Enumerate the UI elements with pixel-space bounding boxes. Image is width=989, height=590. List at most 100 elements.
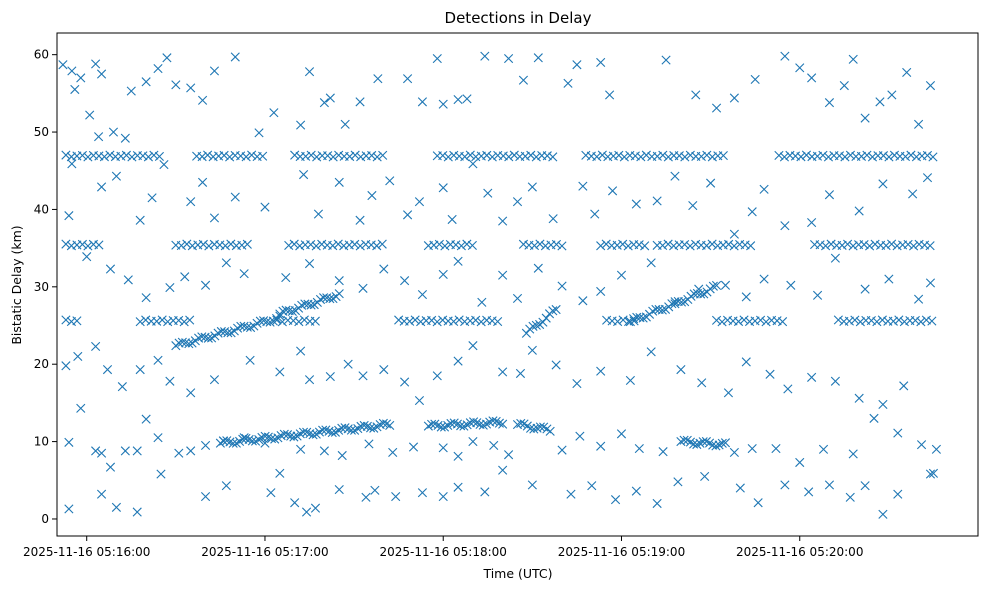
data-point <box>61 150 71 160</box>
data-point <box>777 317 788 327</box>
data-point <box>893 428 903 438</box>
data-point <box>796 152 806 162</box>
data-point <box>174 448 184 458</box>
data-point <box>402 210 413 220</box>
data-point <box>865 241 875 251</box>
data-point <box>483 188 493 198</box>
data-point <box>601 239 611 249</box>
data-point <box>899 381 909 391</box>
data-point <box>367 190 377 201</box>
data-point <box>774 150 784 161</box>
data-point <box>96 69 107 79</box>
data-point <box>691 90 701 100</box>
data-point <box>476 317 486 327</box>
data-point <box>889 150 900 160</box>
data-point <box>711 103 722 113</box>
data-point <box>453 256 463 266</box>
data-point <box>875 97 885 107</box>
data-point <box>592 152 602 162</box>
data-point <box>370 485 380 495</box>
chart-title: Detections in Delay <box>445 9 592 27</box>
data-point <box>299 170 309 180</box>
data-point <box>634 240 644 250</box>
data-point <box>860 113 870 123</box>
data-point <box>729 241 739 251</box>
data-point <box>872 317 882 327</box>
data-point <box>685 241 695 251</box>
data-point <box>343 359 353 369</box>
data-point <box>812 151 823 161</box>
data-point <box>410 315 420 325</box>
data-point <box>117 382 127 392</box>
data-point <box>312 152 322 162</box>
data-point <box>893 489 903 499</box>
data-point <box>931 444 941 454</box>
data-point <box>260 202 270 212</box>
data-point <box>438 150 448 161</box>
data-point <box>154 151 165 162</box>
data-point <box>200 491 211 502</box>
data-point <box>676 365 686 375</box>
data-point <box>105 150 115 160</box>
data-point <box>64 504 74 514</box>
data-point <box>400 377 410 387</box>
data-point <box>447 214 457 225</box>
data-point <box>526 150 536 160</box>
data-point <box>804 487 814 497</box>
data-point <box>557 445 567 455</box>
data-point <box>493 316 503 327</box>
data-point <box>334 289 344 299</box>
data-point <box>680 152 690 162</box>
data-point <box>67 66 77 76</box>
data-point <box>186 446 196 456</box>
data-point <box>163 317 173 327</box>
x-tick-label: 2025-11-16 05:17:00 <box>201 545 328 559</box>
data-point <box>121 150 132 160</box>
data-point <box>468 417 479 427</box>
data-point <box>198 239 208 249</box>
data-point <box>174 315 184 325</box>
data-point <box>176 241 186 251</box>
data-point <box>848 54 858 64</box>
data-point <box>887 239 897 249</box>
data-point <box>688 200 698 211</box>
data-point <box>203 150 213 160</box>
data-point <box>453 356 463 366</box>
data-point <box>453 94 463 105</box>
data-point <box>518 239 529 249</box>
data-point <box>310 503 321 513</box>
data-point <box>321 425 331 435</box>
data-point <box>91 341 101 351</box>
data-point <box>94 132 104 142</box>
data-point <box>468 159 478 169</box>
data-point <box>135 317 145 327</box>
data-point <box>921 315 931 325</box>
data-point <box>830 253 840 263</box>
data-point <box>877 315 887 325</box>
data-point <box>596 441 606 451</box>
data-point <box>702 150 712 160</box>
data-point <box>153 355 163 365</box>
data-point <box>105 462 116 472</box>
data-point <box>209 66 220 76</box>
data-point <box>306 239 316 250</box>
data-point <box>670 299 680 309</box>
data-point <box>575 431 585 441</box>
data-point <box>631 486 641 496</box>
data-point <box>381 419 392 429</box>
data-point <box>489 440 499 451</box>
data-point <box>697 378 707 388</box>
data-point <box>619 152 629 162</box>
data-point <box>275 468 285 478</box>
data-point <box>294 317 304 327</box>
data-point <box>669 241 679 251</box>
data-point <box>405 316 415 326</box>
data-point <box>453 482 463 492</box>
data-point <box>866 316 876 326</box>
data-point <box>674 151 684 161</box>
data-point <box>578 181 588 191</box>
data-point <box>563 78 573 88</box>
data-point <box>786 280 796 290</box>
data-point <box>337 450 347 461</box>
data-point <box>902 67 912 78</box>
